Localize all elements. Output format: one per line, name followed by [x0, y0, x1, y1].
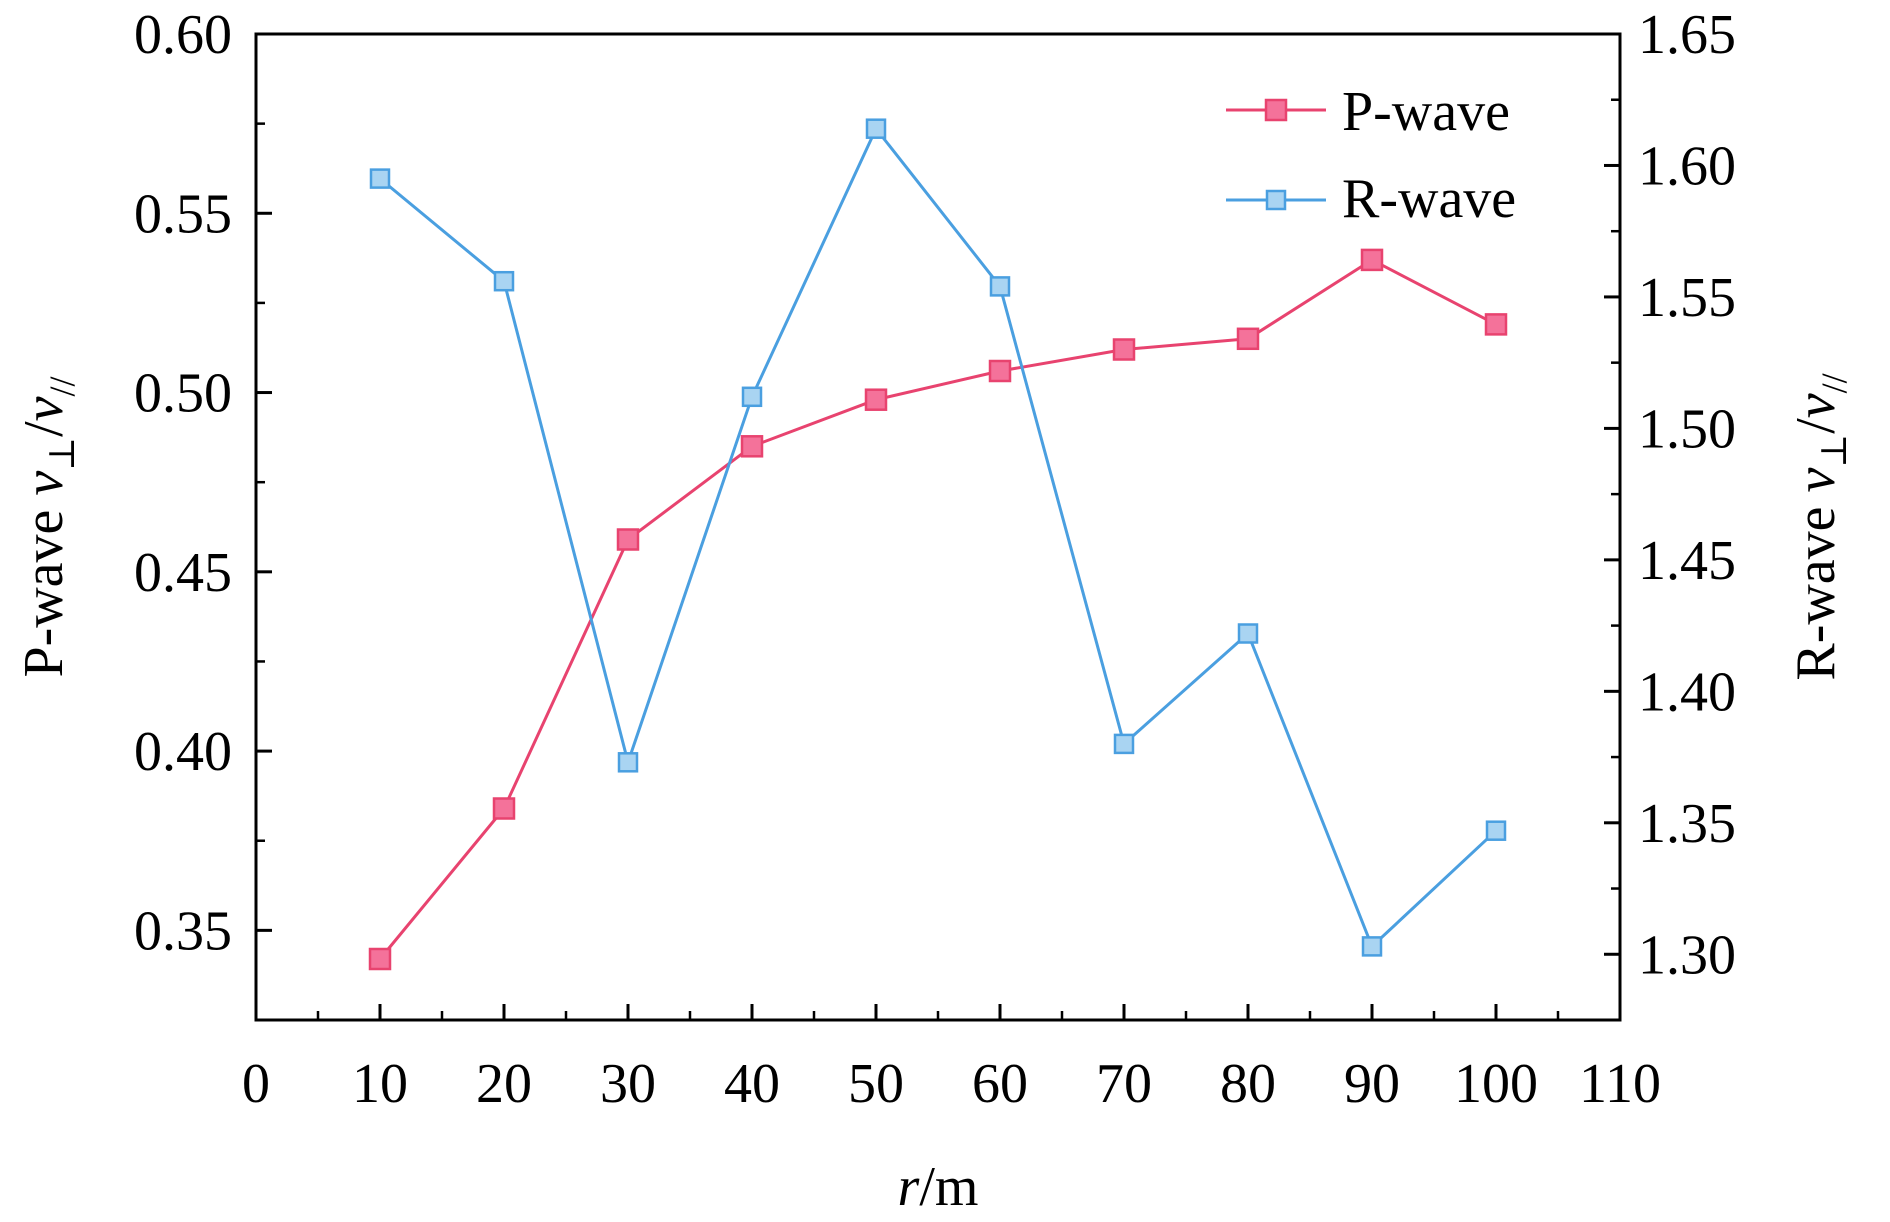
x-tick-label-110: 110 — [1579, 1053, 1661, 1115]
data-point-r-wave-70 — [1113, 733, 1135, 755]
x-tick-label-0: 0 — [242, 1053, 270, 1115]
series-line-r-wave — [379, 127, 1498, 948]
y-axis-right-title: R-wave v⊥/v// — [1785, 373, 1854, 680]
legend-entry-r-wave: R-wave — [1226, 168, 1516, 230]
y-left-slash: / — [13, 421, 75, 437]
data-point-p-wave-60 — [988, 359, 1012, 383]
x-tick-label-40: 40 — [724, 1053, 780, 1115]
data-point-r-wave-10 — [369, 168, 391, 189]
y-right-tick-label-1.55: 1.55 — [1638, 267, 1736, 329]
series-layer — [368, 118, 1508, 971]
data-point-p-wave-100 — [1484, 313, 1508, 336]
x-tick-label-90: 90 — [1344, 1053, 1400, 1115]
data-point-r-wave-60 — [989, 276, 1011, 297]
x-axis-var: r — [898, 1156, 920, 1218]
data-point-p-wave-50 — [864, 388, 888, 411]
legend-marker-r-wave — [1265, 189, 1287, 211]
legend-label-r-wave: R-wave — [1342, 168, 1516, 230]
legend-label-p-wave: P-wave — [1342, 81, 1510, 143]
y-left-tick-label-0.45: 0.45 — [134, 542, 232, 604]
x-tick-label-70: 70 — [1096, 1053, 1152, 1115]
y-axis-left-title: P-wave v⊥/v// — [13, 376, 82, 677]
y-right-tick-label-1.35: 1.35 — [1638, 793, 1736, 855]
data-point-r-wave-20 — [493, 270, 515, 292]
data-point-p-wave-90 — [1360, 248, 1384, 272]
data-point-p-wave-70 — [1112, 338, 1136, 361]
y-right-tick-label-1.50: 1.50 — [1638, 398, 1736, 460]
data-point-p-wave-10 — [368, 947, 392, 971]
x-tick-label-80: 80 — [1220, 1053, 1276, 1115]
y-right-sub1: ⊥ — [1814, 434, 1854, 468]
series-line-p-wave — [378, 258, 1497, 960]
y-right-tick-label-1.40: 1.40 — [1638, 661, 1736, 723]
x-tick-label-10: 10 — [352, 1053, 408, 1115]
data-point-p-wave-40 — [740, 435, 764, 458]
data-point-r-wave-30 — [617, 752, 639, 773]
x-tick-label-50: 50 — [848, 1053, 904, 1115]
x-axis-unit: /m — [919, 1156, 978, 1218]
data-point-r-wave-90 — [1361, 936, 1383, 957]
y-left-sub1: ⊥ — [42, 437, 82, 471]
y-left-sub2: // — [42, 376, 82, 396]
y-left-tick-label-0.40: 0.40 — [134, 721, 232, 783]
y-left-prefix: P-wave — [13, 496, 75, 678]
y-left-tick-label-0.55: 0.55 — [134, 183, 232, 245]
data-point-p-wave-80 — [1236, 327, 1260, 351]
y-right-tick-label-1.45: 1.45 — [1638, 530, 1736, 592]
y-right-sub2: // — [1814, 373, 1854, 393]
y-left-v1: v — [13, 471, 75, 496]
y-right-slash: / — [1785, 418, 1847, 434]
data-point-r-wave-40 — [741, 386, 763, 408]
x-tick-label-60: 60 — [972, 1053, 1028, 1115]
data-point-r-wave-100 — [1485, 820, 1507, 841]
x-tick-label-100: 100 — [1454, 1053, 1538, 1115]
legend: P-wave R-wave — [1226, 81, 1516, 230]
y-left-tick-label-0.50: 0.50 — [134, 363, 232, 425]
data-point-p-wave-30 — [616, 528, 640, 551]
ticks-layer: 0 10 20 30 40 50 60 70 80 90 100 110 0.35 0.40 0.45 0.5… — [134, 4, 1736, 1115]
legend-entry-p-wave: P-wave — [1226, 81, 1510, 143]
data-point-p-wave-20 — [492, 797, 516, 820]
x-tick-label-20: 20 — [476, 1053, 532, 1115]
legend-marker-p-wave — [1264, 98, 1288, 122]
x-axis-title: r/m — [898, 1156, 979, 1218]
data-point-r-wave-80 — [1237, 623, 1259, 644]
y-right-v2: v — [1785, 393, 1847, 418]
x-tick-label-30: 30 — [600, 1053, 656, 1115]
y-left-tick-label-0.35: 0.35 — [134, 900, 232, 962]
y-left-tick-label-0.60: 0.60 — [134, 4, 232, 66]
y-right-tick-label-1.30: 1.30 — [1638, 924, 1736, 986]
y-right-prefix: R-wave — [1785, 493, 1847, 681]
y-left-v2: v — [13, 396, 75, 421]
y-right-tick-label-1.60: 1.60 — [1638, 135, 1736, 197]
y-right-v1: v — [1785, 468, 1847, 493]
y-right-tick-label-1.65: 1.65 — [1638, 4, 1736, 66]
data-point-r-wave-50 — [865, 118, 887, 139]
